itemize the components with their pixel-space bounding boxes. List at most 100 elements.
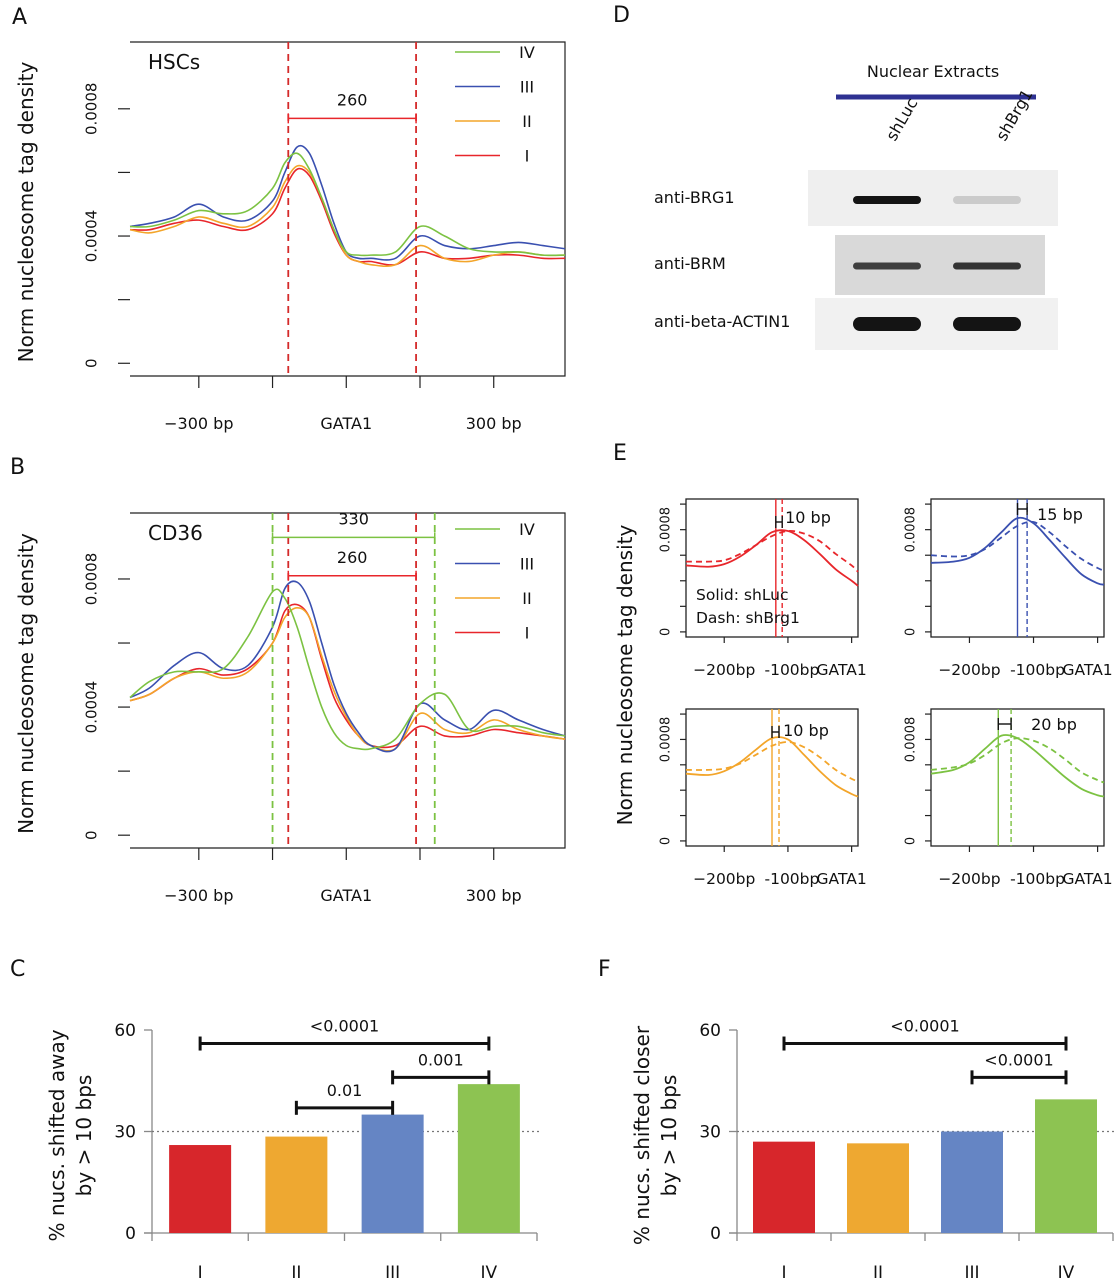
x-tick-label: −200bp (693, 870, 755, 888)
bar-I (169, 1145, 232, 1233)
legend-label-II: II (522, 589, 531, 608)
x-tick-label: GATA1 (1063, 661, 1113, 679)
blot-band (853, 262, 921, 270)
y-tick-label: 0.0008 (83, 553, 101, 606)
x-tick-label: IV (1058, 1263, 1075, 1280)
y-tick-label: 0.0008 (659, 507, 674, 553)
panel-title: HSCs (148, 50, 200, 74)
legend-label-IV: IV (519, 43, 535, 62)
y-axis-label: by > 10 bps (657, 1075, 681, 1197)
x-tick-label: II (873, 1263, 883, 1280)
blot-row-label: anti-BRM (654, 254, 726, 273)
blot-membrane (815, 298, 1058, 350)
legend-label-IV: IV (519, 520, 535, 539)
bar-III (361, 1114, 424, 1233)
series-line-IV (129, 152, 566, 257)
x-tick-label: III (964, 1263, 979, 1280)
panel-letter-B: B (10, 455, 25, 480)
legend-label-II: II (522, 112, 531, 131)
small-plot-frame-I (685, 498, 859, 638)
x-tick-label: GATA1 (320, 414, 372, 433)
blot-band (853, 317, 921, 331)
y-tick-label: 0.0004 (83, 681, 101, 734)
bar-III (941, 1131, 1003, 1233)
y-tick-label: 30 (114, 1123, 136, 1143)
y-tick-label: 0 (83, 830, 101, 840)
panel-letter-C: C (10, 957, 25, 982)
p-value-label: 0.01 (327, 1081, 363, 1100)
plot-frame-B (130, 512, 566, 849)
y-tick-label: 60 (114, 1021, 136, 1041)
y-tick-label: 0 (125, 1224, 136, 1244)
y-tick-label: 0.0008 (904, 717, 919, 763)
x-tick-label: −300 bp (164, 886, 233, 905)
y-axis-label: % nucs. shifted away (45, 1029, 69, 1241)
y-tick-label: 30 (699, 1123, 721, 1143)
span-label: 260 (337, 90, 368, 109)
x-tick-label: III (385, 1263, 400, 1280)
x-tick-label: −200bp (938, 870, 1000, 888)
dashed-series-shBrg1-IV (930, 737, 1105, 784)
x-tick-label: GATA1 (817, 870, 867, 888)
series-line-II (129, 164, 566, 268)
y-axis-label: % nucs. shifted closer (630, 1025, 654, 1245)
y-axis-label: Norm nucleosome tag density (14, 62, 38, 363)
x-tick-label: -100bp (1010, 870, 1065, 888)
x-tick-label: GATA1 (817, 661, 867, 679)
y-tick-label: 0.0008 (83, 83, 101, 136)
shift-label: 10 bp (783, 721, 829, 740)
x-tick-label: −200bp (693, 661, 755, 679)
legend-label-III: III (520, 78, 534, 97)
y-axis-label: Norm nucleosome tag density (14, 533, 38, 834)
plot-frame-A (130, 41, 566, 377)
span-label: 330 (338, 509, 369, 528)
y-tick-label: 60 (699, 1021, 721, 1041)
x-tick-label: 300 bp (466, 414, 522, 433)
small-plot-frame-IV (930, 708, 1105, 847)
blot-membrane (808, 170, 1058, 226)
bar-II (265, 1136, 328, 1233)
x-tick-label: II (291, 1263, 301, 1280)
solid-series-shLuc-II (685, 736, 859, 798)
panel-letter-F: F (598, 957, 611, 982)
y-tick-label: 0 (659, 628, 674, 636)
y-tick-label: 0 (659, 837, 674, 845)
shift-label: 15 bp (1037, 505, 1083, 524)
x-tick-label: -100bp (764, 870, 819, 888)
y-tick-label: 0 (83, 359, 101, 369)
x-tick-label: GATA1 (1063, 870, 1113, 888)
bar-IV (457, 1084, 520, 1233)
blot-band (953, 196, 1021, 204)
y-tick-label: 0 (904, 837, 919, 845)
lane-label-shLuc: shLuc (882, 95, 921, 144)
p-value-label: <0.0001 (890, 1017, 959, 1036)
y-tick-label: 0.0004 (83, 210, 101, 262)
x-tick-label: I (781, 1263, 786, 1280)
legend-label-III: III (520, 555, 534, 574)
bar-IV (1035, 1099, 1097, 1233)
blot-row-label: anti-beta-ACTIN1 (654, 312, 790, 331)
bar-I (753, 1141, 815, 1233)
x-tick-label: −300 bp (164, 414, 233, 433)
solid-series-shLuc-III (930, 516, 1105, 586)
series-line-I (129, 167, 566, 266)
blot-band (953, 262, 1021, 270)
y-tick-label: 0.0008 (659, 717, 674, 763)
x-tick-label: 300 bp (466, 886, 522, 905)
p-value-label: <0.0001 (310, 1017, 379, 1036)
y-axis-label: by > 10 bps (72, 1075, 96, 1197)
panel-title: CD36 (148, 521, 203, 545)
x-tick-label: IV (481, 1263, 498, 1280)
panel-letter-E: E (613, 441, 627, 466)
series-line-II (129, 606, 566, 752)
dashed-series-shBrg1-II (685, 741, 859, 783)
y-tick-label: 0.0008 (904, 507, 919, 553)
y-tick-label: 0 (904, 628, 919, 636)
span-label: 260 (337, 548, 368, 567)
blot-band (953, 317, 1021, 331)
y-axis-label: Norm nucleosome tag density (613, 525, 637, 826)
bar-II (847, 1143, 909, 1233)
series-line-III (129, 144, 566, 261)
series-line-I (129, 603, 566, 749)
panel-letter-A: A (12, 5, 27, 30)
